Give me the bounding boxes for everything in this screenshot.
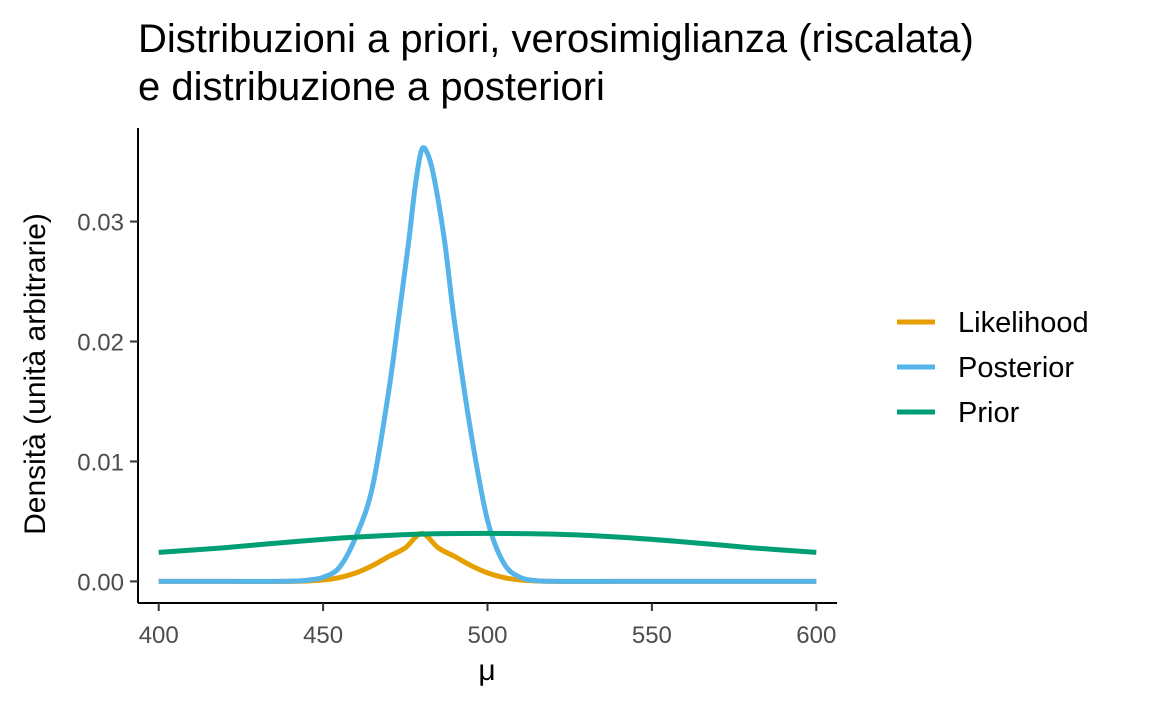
y-tick-label: 0.02: [77, 330, 124, 357]
legend-label-prior: Prior: [958, 397, 1020, 429]
y-axis-title: Densità (unità arbitrarie): [19, 213, 52, 535]
legend-label-likelihood: Likelihood: [958, 307, 1089, 339]
series-line-likelihood: [158, 530, 817, 585]
y-axis-ticks: 0.00 0.01 0.02 0.03: [77, 210, 138, 596]
series-line-posterior: [158, 145, 817, 584]
x-tick-label: 400: [139, 622, 179, 649]
series-line-prior: [158, 530, 817, 555]
x-tick-label: 500: [467, 622, 507, 649]
plot-area: [158, 145, 817, 585]
x-axis-ticks: 400 450 500 550 600: [139, 603, 836, 649]
y-tick-label: 0.01: [77, 449, 124, 476]
legend: Likelihood Posterior Prior: [897, 307, 1089, 429]
y-tick-label: 0.03: [77, 210, 124, 237]
legend-label-posterior: Posterior: [958, 352, 1074, 384]
chart-title-line-2: e distribuzione a posteriori: [138, 65, 605, 109]
chart-title: Distribuzioni a priori, verosimiglianza …: [138, 17, 974, 109]
x-tick-label: 600: [796, 622, 836, 649]
x-tick-label: 450: [303, 622, 343, 649]
x-axis-title: μ: [478, 654, 495, 687]
x-tick-label: 550: [632, 622, 672, 649]
chart-title-line-1: Distribuzioni a priori, verosimiglianza …: [138, 17, 974, 61]
y-tick-label: 0.00: [77, 569, 124, 596]
